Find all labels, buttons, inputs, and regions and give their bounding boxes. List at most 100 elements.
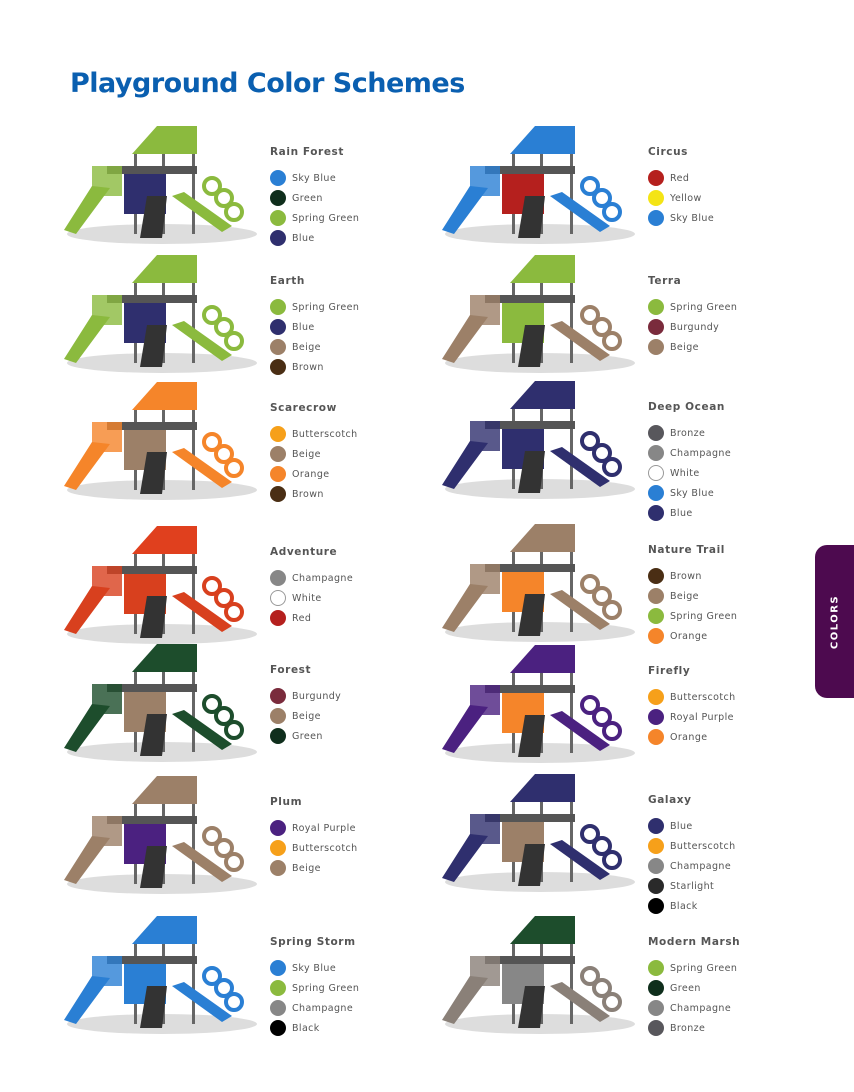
- color-dot: [648, 568, 664, 584]
- color-legend: Spring Storm Sky Blue Spring Green Champ…: [270, 936, 359, 1038]
- playground-image: [64, 776, 257, 894]
- color-dot: [270, 230, 286, 246]
- scheme-name: Nature Trail: [648, 544, 725, 556]
- scheme-name: Earth: [270, 275, 305, 287]
- color-dot: [648, 425, 664, 441]
- color-swatch-row: Royal Purple: [270, 818, 358, 838]
- color-swatch-row: Beige: [270, 444, 358, 464]
- color-name: Orange: [292, 468, 330, 480]
- playground-image: [64, 644, 257, 762]
- color-name: Brown: [292, 488, 324, 500]
- scheme-name: Modern Marsh: [648, 936, 741, 948]
- playground-image: [442, 126, 635, 244]
- color-legend: Galaxy Blue Butterscotch Champagne Starl…: [648, 794, 736, 916]
- color-dot: [648, 980, 664, 996]
- color-dot: [270, 1020, 286, 1036]
- color-swatch-row: Sky Blue: [270, 168, 359, 188]
- scheme-name: Galaxy: [648, 794, 692, 806]
- color-swatch-row: Orange: [648, 727, 736, 747]
- color-dot: [648, 898, 664, 914]
- color-name: Bronze: [670, 427, 706, 439]
- color-swatch-row: Butterscotch: [648, 836, 736, 856]
- color-legend: Plum Royal Purple Butterscotch Beige: [270, 796, 358, 878]
- color-name: Butterscotch: [670, 691, 736, 703]
- color-name: Blue: [670, 820, 693, 832]
- color-name: Bronze: [670, 1022, 706, 1034]
- color-swatch-row: Spring Green: [648, 958, 740, 978]
- color-swatch-row: Champagne: [648, 856, 736, 876]
- color-swatch-row: Beige: [648, 337, 737, 357]
- color-scheme: Firefly Butterscotch Royal Purple Orange: [440, 645, 820, 795]
- color-name: Blue: [292, 232, 315, 244]
- color-swatch-row: Beige: [270, 706, 341, 726]
- color-dot: [270, 486, 286, 502]
- color-name: Blue: [670, 507, 693, 519]
- color-name: Sky Blue: [292, 962, 337, 974]
- color-name: Green: [292, 192, 323, 204]
- color-name: Sky Blue: [670, 487, 715, 499]
- page-title: Playground Color Schemes: [70, 68, 465, 99]
- scheme-name: Rain Forest: [270, 146, 345, 158]
- color-dot: [270, 960, 286, 976]
- color-name: Orange: [670, 731, 708, 743]
- playground-image: [442, 524, 635, 642]
- color-swatch-row: Beige: [270, 858, 358, 878]
- color-swatch-row: Green: [270, 726, 341, 746]
- color-swatch-row: Champagne: [270, 568, 353, 588]
- color-dot: [648, 1000, 664, 1016]
- color-dot: [648, 190, 664, 206]
- color-dot: [270, 688, 286, 704]
- color-name: Black: [670, 900, 698, 912]
- color-name: Spring Green: [670, 962, 738, 974]
- color-legend: Earth Spring Green Blue Beige Brown: [270, 275, 359, 377]
- color-name: Spring Green: [292, 301, 360, 313]
- color-name: Beige: [292, 448, 321, 460]
- color-dot: [648, 339, 664, 355]
- color-swatch-row: Brown: [270, 484, 358, 504]
- color-scheme: Adventure Champagne White Red: [62, 526, 442, 676]
- color-legend: Firefly Butterscotch Royal Purple Orange: [648, 665, 736, 747]
- color-scheme: Earth Spring Green Blue Beige Brown: [62, 255, 442, 405]
- color-swatch-row: White: [270, 588, 353, 608]
- playground-image: [64, 382, 257, 500]
- color-scheme: Scarecrow Butterscotch Beige Orange Brow…: [62, 382, 442, 532]
- scheme-name: Deep Ocean: [648, 401, 725, 413]
- color-swatch-row: Burgundy: [270, 686, 341, 706]
- color-swatch-row: Yellow: [648, 188, 714, 208]
- color-name: Beige: [292, 341, 321, 353]
- color-swatch-row: Orange: [648, 626, 737, 646]
- color-swatch-row: Beige: [270, 337, 359, 357]
- color-name: Sky Blue: [670, 212, 715, 224]
- color-dot: [648, 485, 664, 501]
- color-name: Yellow: [670, 192, 702, 204]
- color-dot: [648, 709, 664, 725]
- color-swatch-row: Butterscotch: [270, 424, 358, 444]
- color-name: Spring Green: [292, 212, 360, 224]
- color-dot: [648, 729, 664, 745]
- color-dot: [270, 190, 286, 206]
- color-name: Red: [670, 172, 690, 184]
- color-swatch-row: Bronze: [648, 1018, 740, 1038]
- color-legend: Modern Marsh Spring Green Green Champagn…: [648, 936, 740, 1038]
- color-dot: [648, 505, 664, 521]
- color-name: Champagne: [670, 447, 732, 459]
- color-swatch-row: Champagne: [648, 443, 731, 463]
- section-tab-colors[interactable]: COLORS: [815, 545, 854, 698]
- scheme-name: Firefly: [648, 665, 691, 677]
- color-legend: Terra Spring Green Burgundy Beige: [648, 275, 737, 357]
- color-swatch-row: Spring Green: [648, 297, 737, 317]
- color-legend: Scarecrow Butterscotch Beige Orange Brow…: [270, 402, 358, 504]
- color-name: Royal Purple: [292, 822, 356, 834]
- color-name: White: [292, 592, 322, 604]
- color-dot: [270, 466, 286, 482]
- color-legend: Nature Trail Brown Beige Spring Green Or…: [648, 544, 737, 646]
- color-name: Royal Purple: [670, 711, 734, 723]
- color-legend: Rain Forest Sky Blue Green Spring Green …: [270, 146, 359, 248]
- color-name: Champagne: [292, 572, 354, 584]
- playground-image: [442, 255, 635, 373]
- scheme-name: Forest: [270, 664, 312, 676]
- playground-image: [64, 526, 257, 644]
- color-name: Champagne: [292, 1002, 354, 1014]
- color-swatch-row: Spring Green: [270, 208, 359, 228]
- color-swatch-row: White: [648, 463, 731, 483]
